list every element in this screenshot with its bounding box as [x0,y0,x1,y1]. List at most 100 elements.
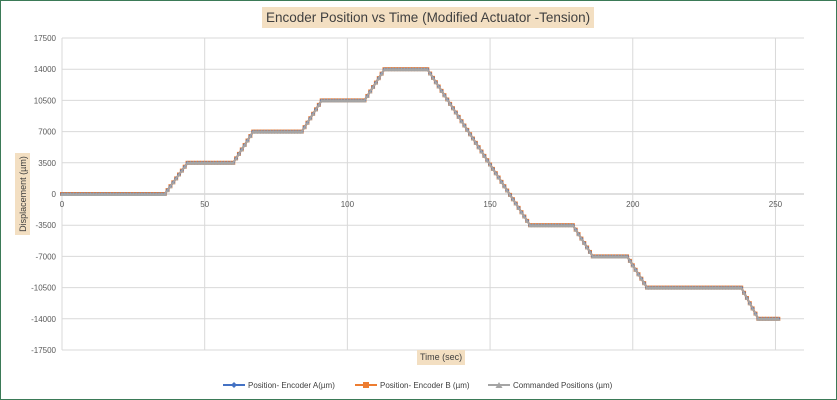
y-tick-label: -3500 [36,221,57,230]
data-point-marker [85,192,90,196]
data-point-marker [756,316,761,321]
data-point-marker [259,129,264,134]
data-point-marker [308,116,313,121]
data-point-marker [599,254,604,259]
data-point-marker [419,67,424,72]
data-point-marker [488,162,493,167]
data-point-marker [393,67,398,72]
data-point-marker [202,160,207,165]
data-point-marker [211,160,216,165]
data-point-marker [662,285,667,290]
data-point-marker [142,192,147,196]
data-point-marker [214,160,219,165]
data-point-marker [251,129,256,134]
data-point-marker [276,129,281,134]
data-point-marker [245,138,250,143]
data-point-marker [108,192,113,196]
data-point-marker [219,160,224,165]
y-tick-label: 7000 [38,128,56,137]
data-point-marker [91,192,96,196]
data-point-marker [530,223,535,228]
data-point-marker [102,192,107,196]
data-point-marker [473,140,478,145]
data-point-marker [311,111,316,116]
data-point-marker [256,129,261,134]
data-point-marker [336,98,341,103]
data-point-marker [391,67,396,72]
x-tick-label: 250 [769,200,783,209]
data-point-marker [522,214,527,219]
data-point-marker [402,67,407,72]
y-tick-label: 14000 [34,65,57,74]
data-point-marker [205,160,210,165]
y-tick-label: -10500 [31,284,56,293]
y-tick-label: -7000 [36,252,57,261]
data-point-marker [242,142,247,147]
data-point-marker [68,192,73,196]
data-point-marker [625,254,630,259]
series-triangle-group [60,67,781,321]
data-point-marker [416,67,421,72]
data-point-marker [607,254,612,259]
data-point-marker [431,75,435,80]
y-axis-label: Displacement (µm) [17,156,28,232]
data-point-marker [151,192,156,196]
data-point-marker [573,227,578,232]
data-point-marker [539,223,544,228]
data-point-marker [576,232,581,237]
data-point-marker [139,192,144,196]
data-point-marker [159,192,164,196]
data-point-marker [425,67,430,72]
data-point-marker [667,285,672,290]
data-point-marker [282,129,287,134]
data-point-marker [71,192,76,196]
data-point-marker [188,160,193,165]
data-point-marker [399,67,404,72]
data-point-marker [353,98,358,103]
data-point-marker [519,210,524,215]
data-point-marker [456,114,461,119]
data-point-marker [633,267,638,272]
data-point-marker [191,160,196,165]
data-point-marker [687,285,692,290]
data-point-marker [62,192,67,196]
data-point-marker [77,192,82,196]
data-point-marker [385,67,390,72]
data-point-marker [216,160,221,165]
data-point-marker [373,80,378,85]
data-point-marker [693,285,698,290]
data-point-marker [382,67,387,72]
data-point-marker [274,129,279,134]
data-point-marker [699,285,704,290]
data-point-marker [168,184,173,189]
data-point-marker [613,254,618,259]
data-point-marker [550,223,555,228]
data-point-marker [533,223,538,228]
data-point-marker [359,98,364,103]
x-tick-label: 150 [483,200,497,209]
data-point-marker [753,311,758,316]
data-point-marker [325,98,330,103]
data-point-marker [716,285,721,290]
data-point-marker [502,184,507,189]
data-point-marker [710,285,715,290]
data-point-marker [776,316,781,321]
data-point-marker [225,160,230,165]
data-point-marker [445,97,450,102]
legend-item-encoder-a: Position- Encoder A(µm) [223,378,335,392]
data-point-marker [513,201,518,206]
data-point-marker [579,236,584,241]
data-point-marker [450,106,455,111]
data-point-marker [616,254,621,259]
data-point-marker [602,254,607,259]
data-point-marker [562,223,567,228]
data-point-marker [767,316,772,321]
data-point-marker [742,290,747,295]
data-point-marker [265,129,270,134]
legend-label-encoder-b: Position- Encoder B (µm) [380,380,470,390]
data-point-marker [659,285,664,290]
legend-item-commanded: Commanded Positions (µm) [488,378,612,392]
data-point-marker [262,129,267,134]
data-point-marker [114,192,119,196]
data-point-marker [750,306,755,311]
